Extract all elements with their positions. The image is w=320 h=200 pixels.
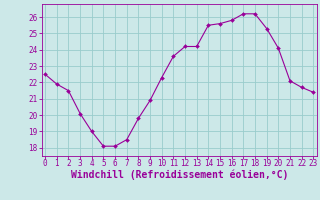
X-axis label: Windchill (Refroidissement éolien,°C): Windchill (Refroidissement éolien,°C)	[70, 169, 288, 180]
